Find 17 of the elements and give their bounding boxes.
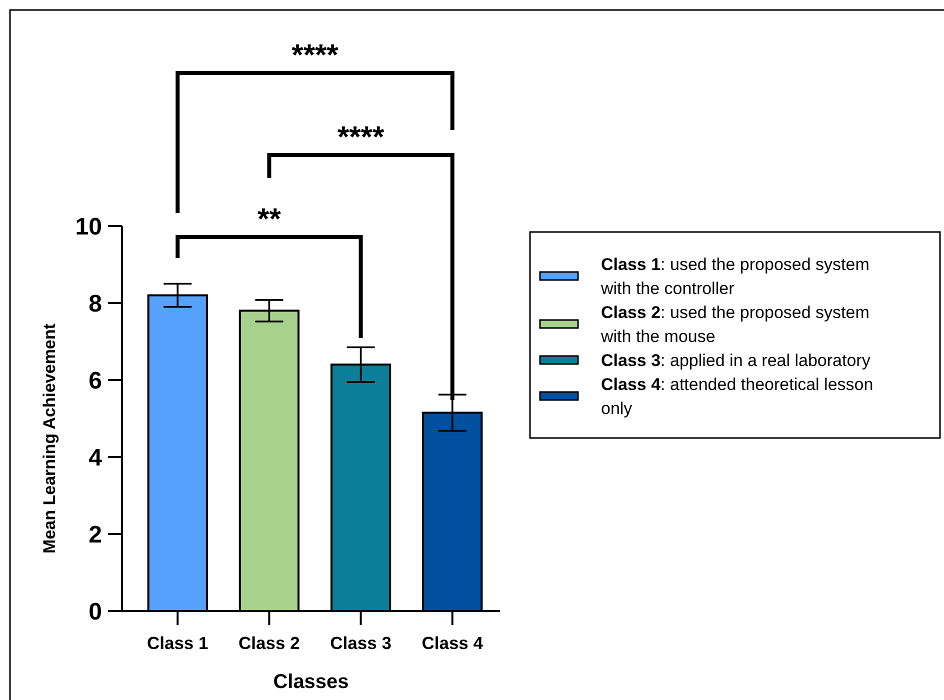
legend-label: Class 3: applied in a real laboratory: [601, 351, 871, 370]
y-tick-label: 0: [88, 598, 102, 626]
annotation: **: [258, 203, 282, 236]
legend-label: Class 2: used the proposed system with the mouse: [600, 303, 870, 346]
x-tick-label: Class 4: [422, 633, 484, 653]
y-tick-label: 2: [88, 521, 102, 548]
x-tick-label: Class 3: [330, 633, 392, 653]
y-axis-title: Mean Learning Achievement: [40, 323, 59, 554]
y-tick-label: 10: [75, 213, 102, 240]
y-tick-label: 4: [88, 444, 103, 472]
y-tick-label: 8: [88, 290, 102, 318]
text: Class 4: attended theoretical lesson only: [601, 375, 874, 418]
x-tick-label: Class 1: [146, 633, 209, 653]
legend-label: Class 1: used the proposed system with the controller: [600, 255, 870, 298]
x-axis-title: Classes: [273, 671, 349, 693]
x-tick-label: Class 2: [238, 633, 300, 653]
y-tick-label: 6: [88, 367, 102, 394]
